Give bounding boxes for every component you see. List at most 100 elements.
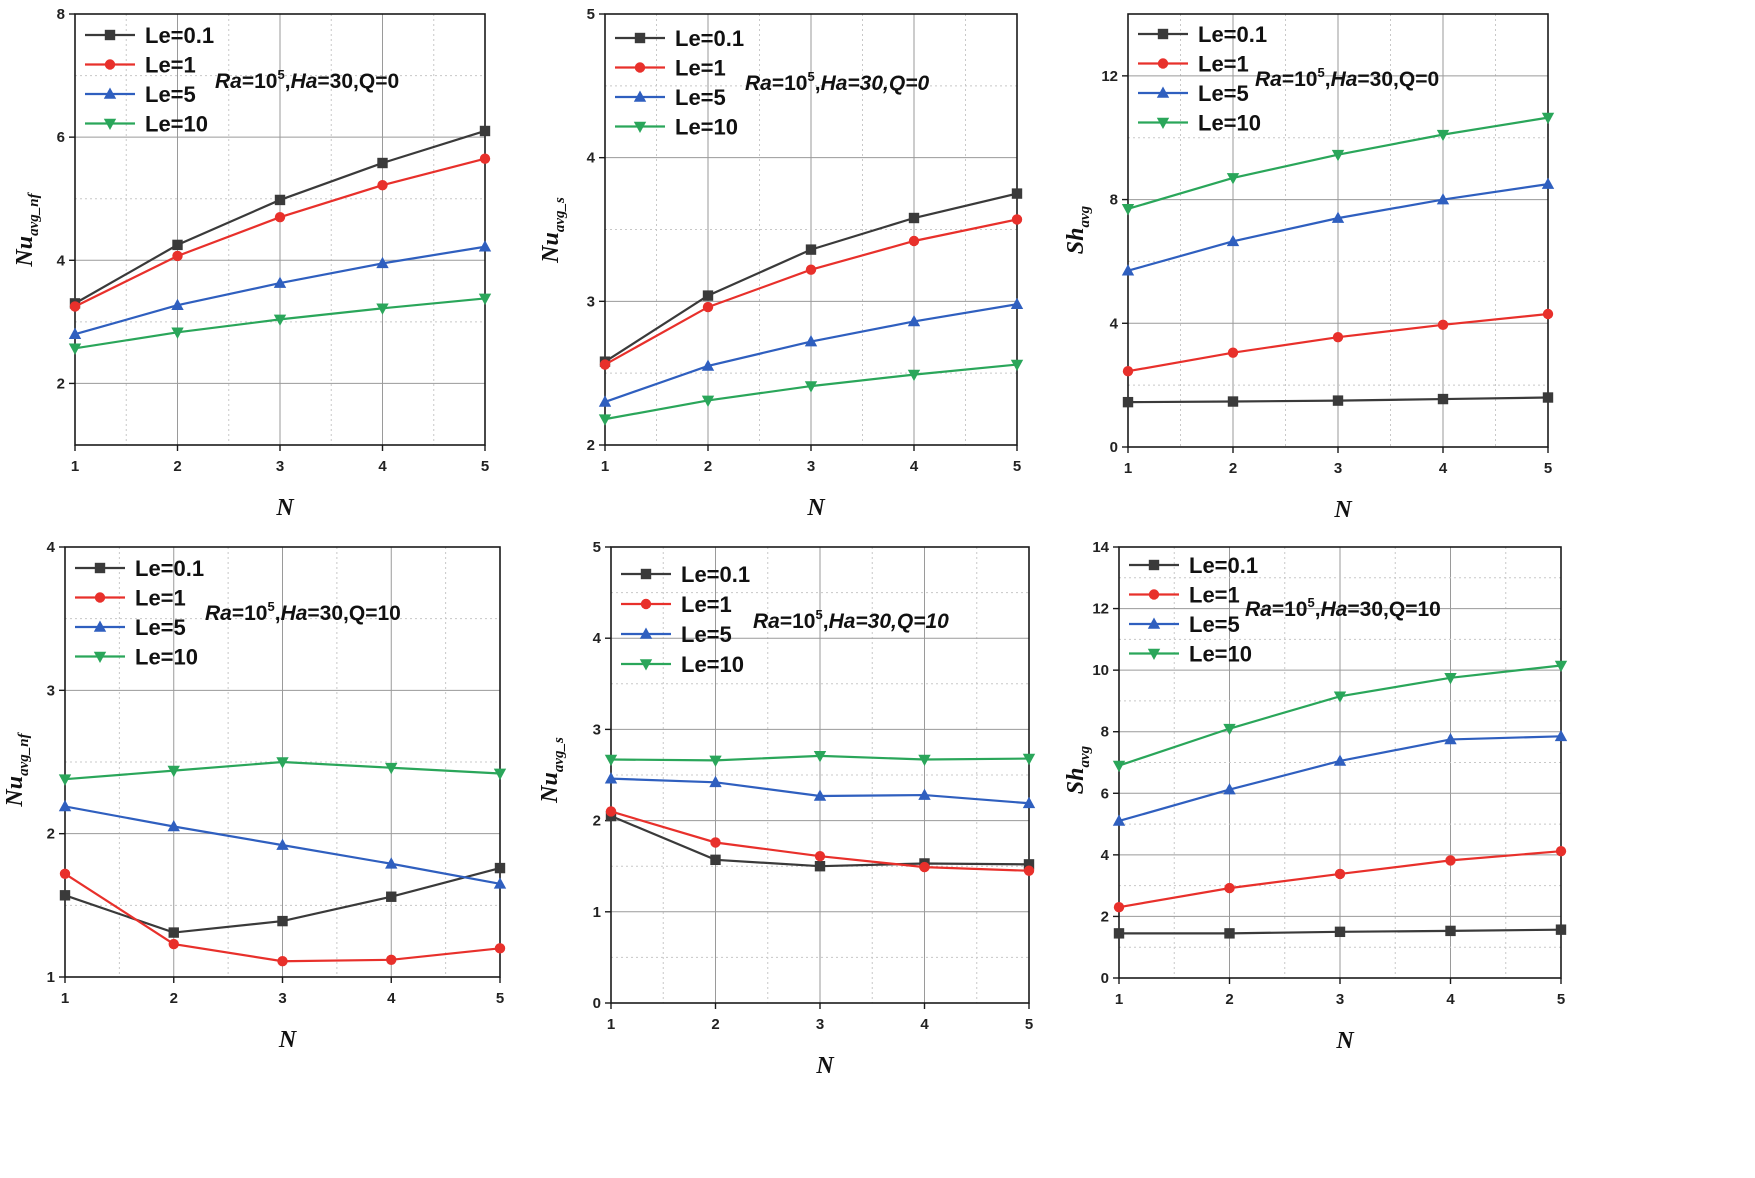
data-point	[701, 359, 715, 371]
legend-label: Le=10	[1189, 642, 1252, 667]
annotation-rest: ,	[815, 72, 821, 95]
annotation-ra-value: =10	[772, 72, 808, 95]
data-point	[1023, 859, 1035, 870]
y-tick-label: 4	[47, 539, 56, 556]
annotation: Ra=105,Ha=30,Q=0	[1255, 65, 1439, 91]
annotation-tail: =30,Q=10	[855, 610, 949, 633]
x-tick-label: 2	[1229, 460, 1237, 477]
series-le5	[1121, 177, 1555, 276]
data-point	[479, 125, 491, 137]
data-point	[1332, 332, 1344, 343]
y-tick-label: 2	[593, 813, 601, 830]
grid	[611, 547, 1029, 1003]
legend-marker	[640, 568, 652, 580]
y-axis-label: Shavg	[1063, 205, 1093, 254]
chart-panel-6: 1 2 3 4 5 0 2 4 6 8 10 12 14 N Shavg Le=0.1 Le=1 Le=5 Le=1…	[1045, 530, 1630, 1119]
data-point	[376, 303, 389, 315]
x-tick-label: 4	[1446, 991, 1455, 1008]
legend-label: Le=5	[1189, 612, 1240, 637]
data-point	[1112, 814, 1126, 826]
grid	[1119, 547, 1561, 978]
annotation-exponent: 5	[267, 599, 274, 614]
data-point	[1542, 392, 1554, 403]
data-point	[1334, 926, 1346, 938]
y-tick-label: 2	[1101, 908, 1109, 925]
x-tick-label: 1	[1124, 460, 1132, 477]
series-le10	[598, 359, 1024, 426]
data-point	[1331, 149, 1345, 162]
chart-panel-2: 1 2 3 4 5 2 3 4 5 N Nuavg_s Le=0.1 Le=1 Le=5 Le=10 Ra=1…	[530, 0, 1115, 589]
y-axis-label: Nuavg_s	[537, 737, 567, 804]
data-point	[702, 301, 714, 313]
data-point	[702, 290, 714, 301]
y-axis-label: Nuavg_s	[538, 197, 568, 264]
data-point	[907, 314, 921, 327]
data-point	[1121, 204, 1135, 216]
ticks: 1 2 3 4 5 2 4 6 8	[57, 6, 490, 475]
data-point	[918, 788, 931, 800]
series-le1	[59, 868, 506, 967]
y-tick-label: 3	[587, 293, 595, 310]
annotation-ra-value: =10	[242, 70, 278, 93]
x-tick-label: 3	[816, 1016, 824, 1033]
legend-label: Le=1	[1189, 583, 1240, 608]
data-point	[1333, 691, 1347, 703]
x-tick-label: 1	[607, 1016, 615, 1033]
legend-marker	[639, 659, 653, 671]
data-point	[274, 211, 286, 223]
y-tick-label: 14	[1092, 539, 1109, 556]
data-point	[494, 943, 506, 954]
y-tick-label: 3	[593, 721, 601, 738]
annotation-ha: Ha	[1321, 598, 1348, 621]
annotation: Ra=105,Ha=30,Q=10	[753, 607, 949, 633]
data-point	[1224, 882, 1235, 894]
data-point	[918, 754, 931, 766]
y-axis-label-main: Sh	[1063, 227, 1089, 254]
y-axis-label-sub: avg_nf	[16, 731, 32, 776]
data-point	[1331, 211, 1345, 223]
x-axis-label: N	[278, 1027, 298, 1053]
x-tick-label: 2	[170, 990, 178, 1007]
legend-marker	[94, 562, 106, 574]
y-axis-label-sub: avg	[1077, 205, 1093, 227]
legend-label: Le=5	[675, 85, 726, 110]
data-point	[171, 298, 184, 311]
legend-marker	[93, 651, 107, 663]
data-point	[710, 837, 721, 848]
series-le5	[68, 240, 492, 339]
series-le10	[1112, 660, 1568, 773]
x-tick-label: 3	[807, 458, 815, 475]
annotation-ha: Ha	[291, 70, 318, 93]
chart-svg: 1 2 3 4 52345NNuavg_sLe=0.1Le=1Le=5Le=10Ra=1…	[538, 6, 1024, 521]
x-tick-label: 1	[1115, 991, 1123, 1008]
legend-marker	[1157, 58, 1169, 69]
x-tick-label: 2	[173, 458, 181, 475]
chart-svg: 1 2 3 4 5012345NNuavg_sLe=0.1Le=1Le=5Le=10Ra…	[537, 539, 1036, 1079]
data-point	[1226, 234, 1240, 247]
data-point	[59, 868, 71, 879]
annotation-ra: Ra	[753, 610, 780, 633]
legend-marker	[1147, 648, 1161, 660]
annotation-ra-value: =10	[1282, 68, 1318, 91]
data-point	[1121, 264, 1135, 276]
data-point	[1541, 112, 1555, 125]
y-tick-label: 5	[587, 6, 595, 23]
y-axis-label: Shavg	[1063, 745, 1093, 794]
data-point	[1333, 754, 1347, 766]
data-point	[385, 857, 398, 869]
data-point	[385, 762, 398, 775]
legend-marker	[1156, 117, 1170, 129]
x-axis-label: N	[1335, 1028, 1355, 1054]
legend-marker	[93, 620, 107, 632]
chart-panel-4: 1 2 3 4 5 1 2 3 4 N Nuavg_nf Le=0.1 Le=1 Le=5 Le=10 Ra=…	[0, 530, 585, 1119]
series-le5	[58, 799, 507, 889]
legend-marker	[633, 121, 647, 133]
legend-label: Le=5	[145, 82, 196, 107]
legend-label: Le=1	[145, 53, 196, 78]
legend-label: Le=0.1	[135, 556, 204, 581]
data-point	[1227, 396, 1239, 407]
legend-marker	[633, 90, 647, 102]
data-point	[493, 877, 507, 889]
data-point	[273, 314, 287, 326]
y-tick-label: 2	[57, 375, 65, 392]
